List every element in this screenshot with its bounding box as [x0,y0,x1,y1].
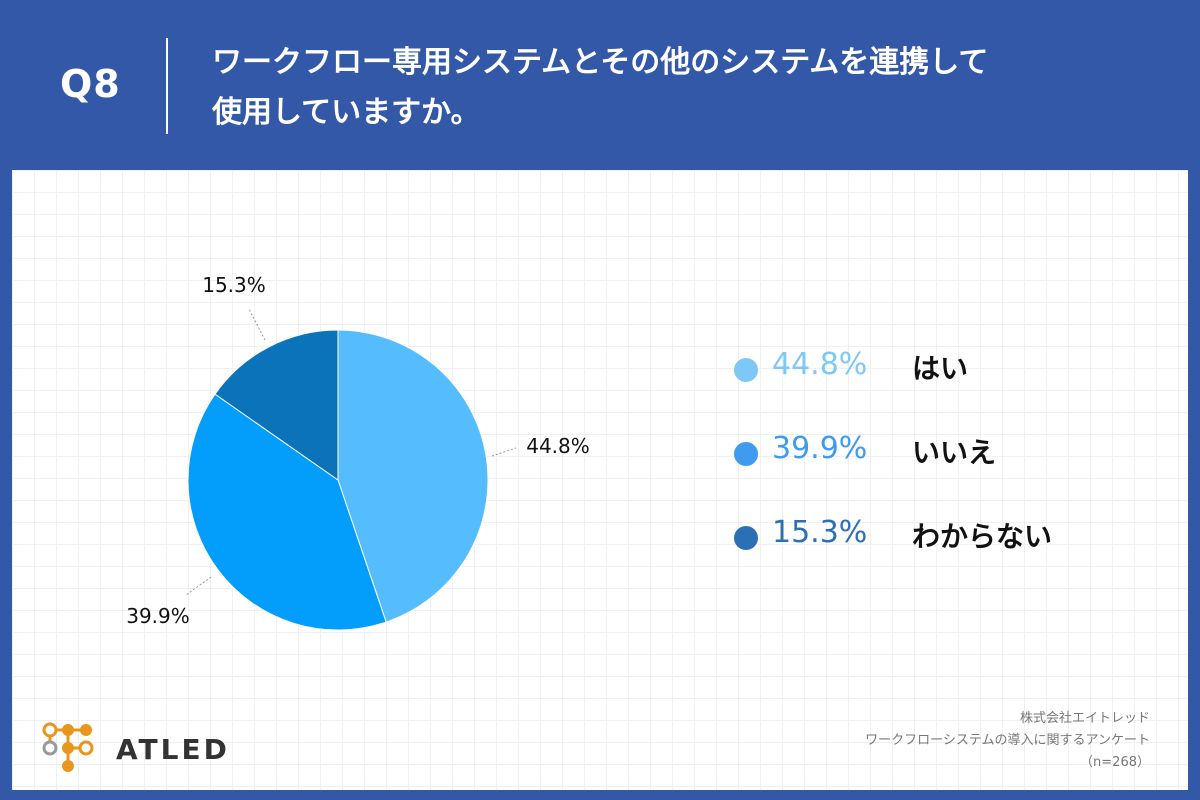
pie-label-unknown-leader [248,308,266,341]
source-sample: （n=268） [1080,755,1150,770]
pie-label-yes-leader [491,447,517,457]
atled-logo: ATLED [36,718,236,778]
question-text: ワークフロー専用システムとその他のシステムを連携して 使用していますか。 [212,38,1172,138]
legend-item-unknown: 15.3% わからない [734,513,1154,597]
pie-slice-yes [337,329,489,623]
chart-panel: 44.8% 39.9% 15.3% 44.8% はい 39.9% いいえ 15.3%… [12,170,1188,790]
legend-label-no: いいえ [912,436,997,469]
pie-chart: 44.8% 39.9% 15.3% [126,273,590,631]
pie-label-yes: 44.8% [526,434,590,458]
legend-item-yes: 44.8% はい [734,345,1154,429]
pie-label-unknown: 15.3% [202,273,266,297]
logo-text: ATLED [116,733,230,766]
question-line-2: 使用していますか。 [212,95,481,130]
legend-percent-yes: 44.8% [772,347,868,382]
source-survey: ワークフローシステムの導入に関するアンケート [865,733,1150,748]
legend-dot-unknown [734,526,758,550]
question-line-1: ワークフロー専用システムとその他のシステムを連携して [212,45,989,80]
header: Q8 ワークフロー専用システムとその他のシステムを連携して 使用していますか。 [0,0,1200,170]
legend-percent-no: 39.9% [772,431,868,466]
pie-slice-no [187,393,387,631]
pie-label-no: 39.9% [126,604,190,628]
logo-mark-icon [42,722,94,772]
legend-percent-unknown: 15.3% [772,515,868,550]
legend-label-unknown: わからない [912,520,1053,553]
legend-dot-yes [734,358,758,382]
legend-dot-no [734,442,758,466]
legend-label-yes: はい [912,352,969,385]
header-divider [166,38,168,134]
source-note: 株式会社エイトレッド ワークフローシステムの導入に関するアンケート （n=268… [730,708,1150,774]
pie-label-no-leader [185,576,212,596]
source-company: 株式会社エイトレッド [1019,711,1150,726]
pie-slice-unknown [214,329,339,481]
legend-item-no: 39.9% いいえ [734,429,1154,513]
legend: 44.8% はい 39.9% いいえ 15.3% わからない [734,345,1154,597]
question-number: Q8 [60,62,121,106]
